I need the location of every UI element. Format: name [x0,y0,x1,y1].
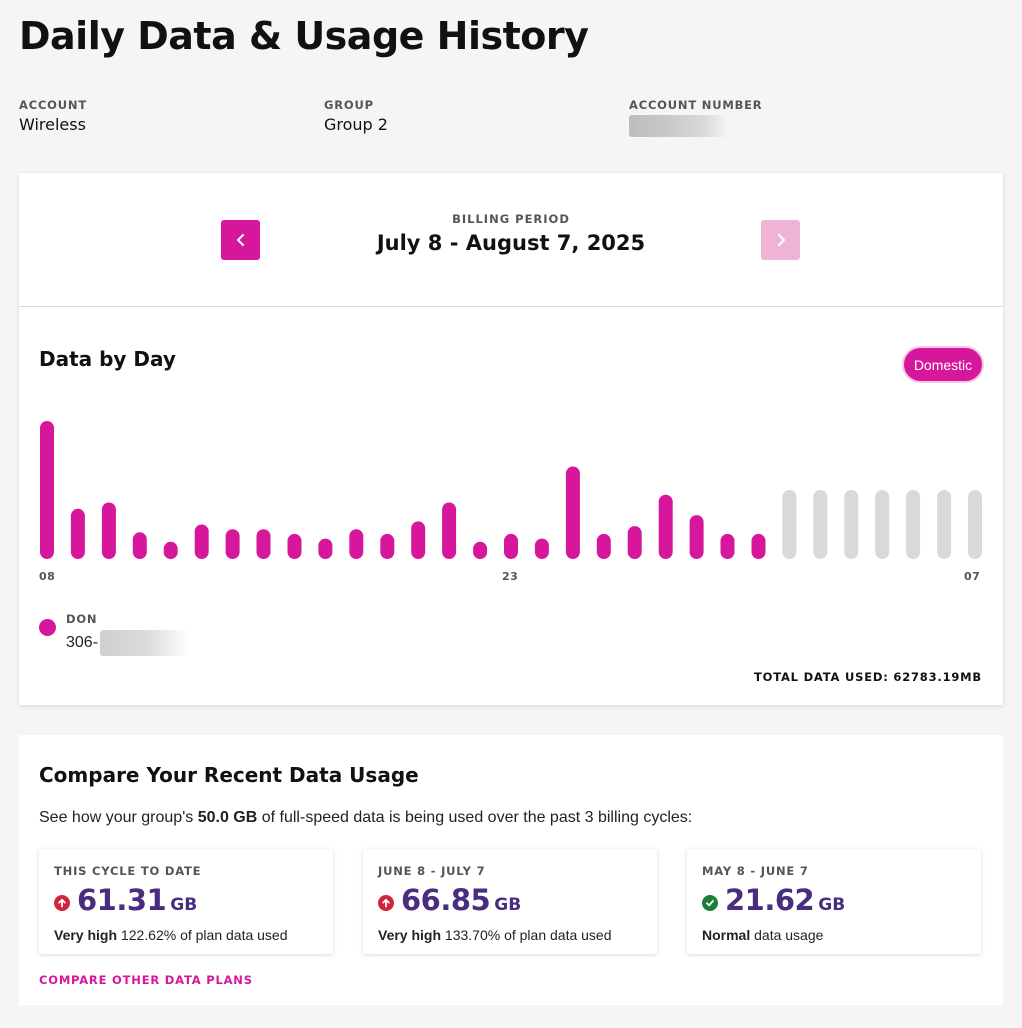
billing-period-label: BILLING PERIOD [452,212,570,226]
bar-day-01[interactable] [782,490,797,559]
bar-day-23[interactable] [504,533,518,559]
bar-day-17[interactable] [318,538,333,559]
usage-value: 21.62 [725,883,815,917]
bar-day-15[interactable] [256,529,271,559]
account-label: ACCOUNT [19,98,87,112]
data-by-day-chart [40,421,982,560]
bar-day-29[interactable] [689,515,704,559]
bar-day-10[interactable] [101,502,116,560]
account-number-redacted [629,115,729,137]
group-label: GROUP [324,98,374,112]
bar-day-25[interactable] [565,466,580,560]
legend-line-number: 306- [66,630,191,656]
bar-day-30[interactable] [720,533,735,559]
legend-line-name: DON [66,612,98,626]
bar-day-18[interactable] [349,529,364,559]
line-number-prefix: 306- [66,634,99,651]
bar-day-21[interactable] [442,502,457,560]
chevron-right-icon [777,234,785,246]
x-tick-label: 08 [39,570,56,583]
cycle-label: MAY 8 - JUNE 7 [702,864,809,878]
domestic-filter-button[interactable]: Domestic [904,348,982,381]
account-info: ACCOUNT Wireless [19,98,87,134]
compare-card: Compare Your Recent Data Usage See how y… [19,735,1003,1005]
bar-day-20[interactable] [411,521,426,559]
cycle-label: JUNE 8 - JULY 7 [378,864,486,878]
bar-day-05[interactable] [906,490,921,559]
bar-day-03[interactable] [844,490,859,559]
compare-other-plans-link[interactable]: COMPARE OTHER DATA PLANS [39,973,253,987]
billing-period-value: July 8 - August 7, 2025 [376,231,646,255]
bar-day-04[interactable] [875,490,890,559]
legend-dot [39,619,56,636]
bar-day-14[interactable] [225,529,240,559]
usage-card: BILLING PERIOD July 8 - August 7, 2025 D… [19,173,1003,705]
line-number-redacted [100,630,191,656]
usage-value: 66.85 [401,883,491,917]
cycle-usage: 66.85 GB [378,883,521,917]
chevron-left-icon [236,234,244,246]
bar-day-09[interactable] [70,508,85,559]
billing-period-header: BILLING PERIOD July 8 - August 7, 2025 [19,173,1003,307]
total-data-used: TOTAL DATA USED: 62783.19MB [753,670,982,684]
bar-day-13[interactable] [194,524,209,560]
compare-title: Compare Your Recent Data Usage [39,763,419,787]
account-number-info: ACCOUNT NUMBER [629,98,762,142]
bar-day-16[interactable] [287,533,302,559]
bar-day-24[interactable] [534,538,549,559]
cycle-usage: 61.31 GB [54,883,197,917]
account-value: Wireless [19,115,86,134]
cycle-label: THIS CYCLE TO DATE [54,864,202,878]
cycle-card-june-july: JUNE 8 - JULY 7 66.85 GB Very high 133.7… [363,849,657,954]
compare-description: See how your group's 50.0 GB of full-spe… [39,809,693,826]
bar-day-22[interactable] [473,541,488,560]
usage-status: Normal data usage [702,927,824,943]
usage-value: 61.31 [77,883,167,917]
cycle-card-may-june: MAY 8 - JUNE 7 21.62 GB Normal data usag… [687,849,981,954]
x-tick-label: 23 [502,570,519,583]
bar-day-26[interactable] [596,533,611,559]
usage-unit: GB [818,895,846,915]
data-by-day-title: Data by Day [39,347,176,371]
cycle-card-current: THIS CYCLE TO DATE 61.31 GB Very high 12… [39,849,333,954]
check-icon [702,895,718,911]
arrow-up-icon [54,895,70,911]
x-tick-label: 07 [964,570,981,583]
bar-day-19[interactable] [380,533,395,559]
next-period-button[interactable] [761,220,800,260]
bar-day-31[interactable] [751,533,766,559]
arrow-up-icon [378,895,394,911]
bar-day-08[interactable] [40,421,54,559]
group-value: Group 2 [324,115,388,134]
usage-status: Very high 122.62% of plan data used [54,927,288,943]
bar-day-07[interactable] [968,490,982,559]
bar-day-27[interactable] [627,526,642,559]
account-number-label: ACCOUNT NUMBER [629,98,763,112]
bar-day-06[interactable] [937,490,952,559]
page-title: Daily Data & Usage History [19,14,589,58]
plan-data-amount: 50.0 GB [197,809,258,826]
usage-unit: GB [170,895,198,915]
previous-period-button[interactable] [221,220,260,260]
bar-day-12[interactable] [163,541,178,560]
cycle-usage: 21.62 GB [702,883,845,917]
usage-unit: GB [494,895,522,915]
bar-day-28[interactable] [658,494,673,559]
bar-day-11[interactable] [132,532,147,559]
group-info: GROUP Group 2 [324,98,388,134]
bar-day-02[interactable] [813,490,828,559]
usage-status: Very high 133.70% of plan data used [378,927,612,943]
